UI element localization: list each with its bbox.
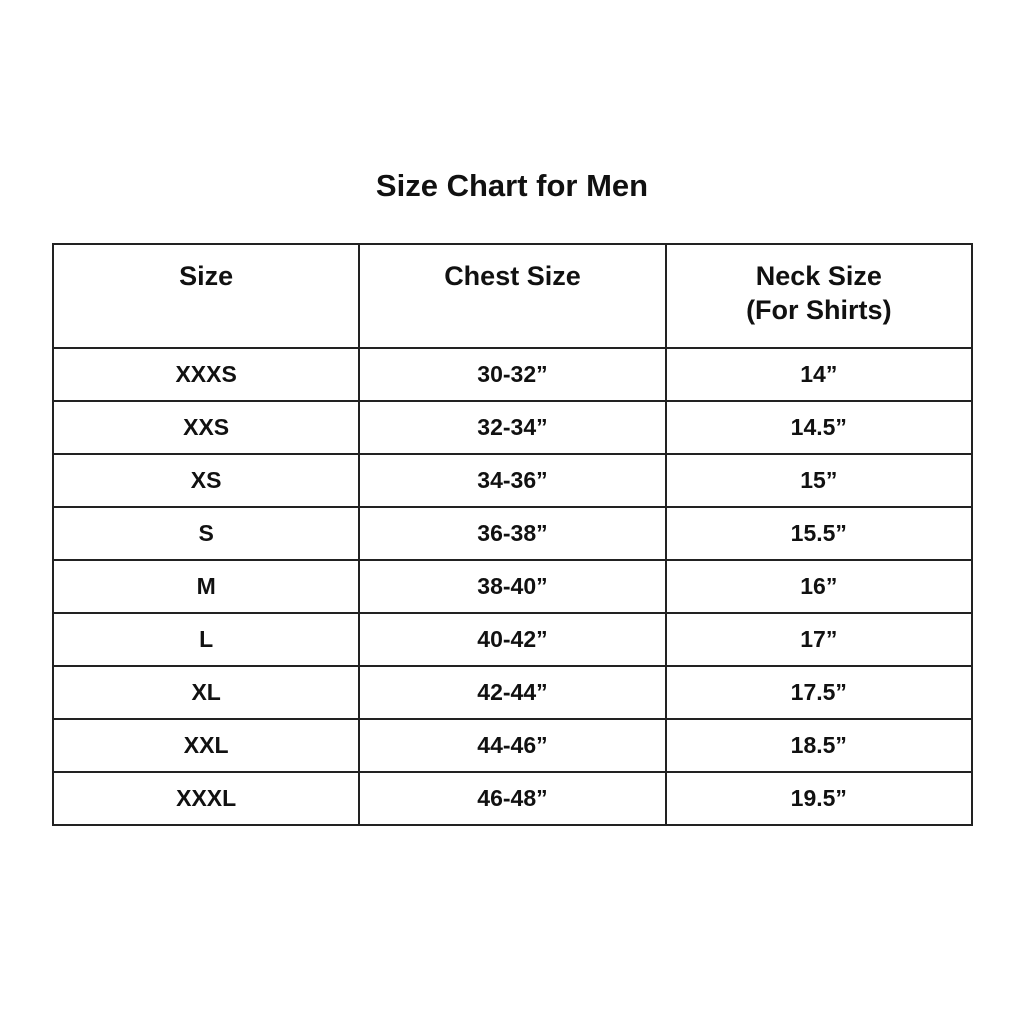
- size-cell: XXS: [51, 400, 361, 455]
- header-neck-size: Neck Size (For Shirts): [664, 243, 974, 349]
- table-row: S 36-38” 15.5”: [51, 506, 974, 561]
- size-table: Size Chest Size Neck Size (For Shirts) XX…: [51, 243, 974, 826]
- table-row: M 38-40” 16”: [51, 559, 974, 614]
- size-cell: S: [51, 506, 361, 561]
- neck-size-cell: 16”: [664, 559, 974, 614]
- table-row: XL 42-44” 17.5”: [51, 665, 974, 720]
- neck-size-cell: 17”: [664, 612, 974, 667]
- neck-size-cell: 15.5”: [664, 506, 974, 561]
- header-size: Size: [51, 243, 361, 349]
- size-cell: XXXS: [51, 347, 361, 402]
- table-row: XXXS 30-32” 14”: [51, 347, 974, 402]
- chest-size-cell: 34-36”: [358, 453, 667, 508]
- header-neck-size-note: (For Shirts): [746, 295, 892, 325]
- chest-size-cell: 44-46”: [358, 718, 667, 773]
- chest-size-cell: 42-44”: [358, 665, 667, 720]
- header-neck-size-label: Neck Size: [755, 261, 882, 291]
- neck-size-cell: 15”: [664, 453, 974, 508]
- neck-size-cell: 19.5”: [664, 771, 974, 826]
- neck-size-cell: 18.5”: [664, 718, 974, 773]
- header-chest-size: Chest Size: [358, 243, 667, 349]
- chest-size-cell: 40-42”: [358, 612, 667, 667]
- table-row: XXS 32-34” 14.5”: [51, 400, 974, 455]
- table-row: XS 34-36” 15”: [51, 453, 974, 508]
- size-cell: XS: [51, 453, 361, 508]
- size-cell: L: [51, 612, 361, 667]
- size-cell: M: [51, 559, 361, 614]
- chest-size-cell: 36-38”: [358, 506, 667, 561]
- table-row: L 40-42” 17”: [51, 612, 974, 667]
- header-row: Size Chest Size Neck Size (For Shirts): [51, 243, 974, 349]
- size-cell: XL: [51, 665, 361, 720]
- chest-size-cell: 30-32”: [358, 347, 667, 402]
- neck-size-cell: 14.5”: [664, 400, 974, 455]
- chest-size-cell: 32-34”: [358, 400, 667, 455]
- size-cell: XXL: [51, 718, 361, 773]
- table-row: XXXL 46-48” 19.5”: [51, 771, 974, 826]
- page-title: Size Chart for Men: [375, 168, 649, 203]
- chest-size-cell: 38-40”: [358, 559, 667, 614]
- chest-size-cell: 46-48”: [358, 771, 667, 826]
- table-row: XXL 44-46” 18.5”: [51, 718, 974, 773]
- size-cell: XXXL: [51, 771, 361, 826]
- neck-size-cell: 17.5”: [664, 665, 974, 720]
- neck-size-cell: 14”: [664, 347, 974, 402]
